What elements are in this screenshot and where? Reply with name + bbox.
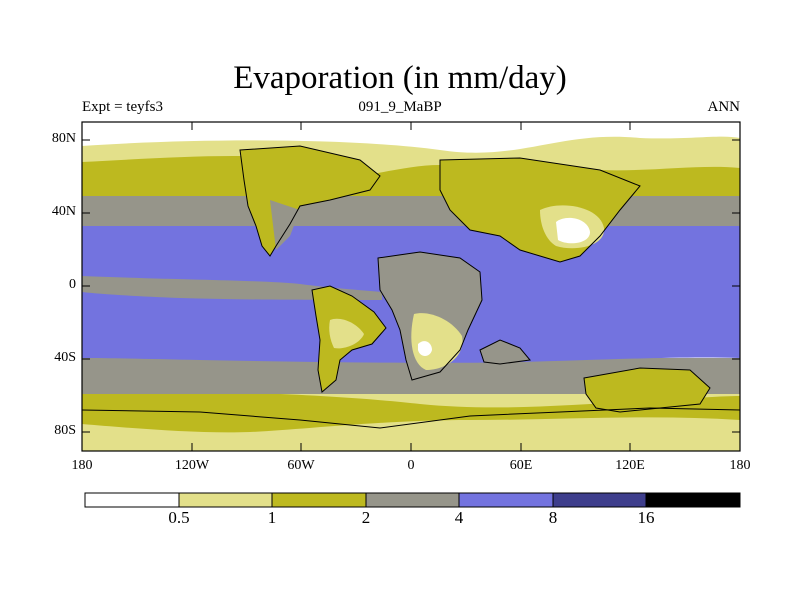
colorbar-swatch-6 bbox=[552, 492, 647, 508]
period-label: 091_9_MaBP bbox=[358, 99, 442, 115]
contour-equatorial-stripe bbox=[82, 276, 382, 300]
lat-tick-label: 80S bbox=[54, 423, 76, 438]
experiment-label: Expt = teyfs3 bbox=[82, 99, 163, 115]
continent-na-interior bbox=[270, 200, 300, 250]
season-label: ANN bbox=[707, 99, 741, 115]
lat-tick-label: 40S bbox=[54, 350, 76, 365]
colorbar-swatch-2 bbox=[178, 492, 273, 508]
contour-fill bbox=[82, 122, 740, 451]
lat-tick-label: 40N bbox=[51, 204, 76, 219]
continent-tibet-white bbox=[556, 217, 590, 244]
contour-band-south-olive bbox=[82, 390, 740, 433]
lon-tick-label: 180 bbox=[71, 458, 93, 473]
lat-tick-label: 0 bbox=[69, 277, 76, 292]
continent-sa-light bbox=[329, 318, 364, 349]
lon-tick-label: 60W bbox=[287, 458, 315, 473]
colorbar-label: 0.5 bbox=[168, 508, 190, 527]
colorbar-label: 1 bbox=[267, 508, 277, 527]
map-title: Evaporation (in mm/day) bbox=[233, 60, 567, 96]
colorbar-swatch-3 bbox=[271, 492, 367, 508]
continent-australia bbox=[584, 368, 710, 412]
lon-tick-label: 120E bbox=[615, 458, 645, 473]
colorbar-swatch-5 bbox=[458, 492, 554, 508]
continent-africa-south-white bbox=[418, 341, 432, 356]
colorbar bbox=[84, 492, 741, 508]
lon-tick-label: 0 bbox=[407, 458, 415, 473]
colorbar-label: 16 bbox=[637, 508, 655, 527]
lat-tick-label: 80N bbox=[51, 131, 76, 146]
tick-marks bbox=[81, 122, 741, 451]
coastlines bbox=[82, 145, 740, 429]
colorbar-label: 2 bbox=[361, 508, 371, 527]
colorbar-swatch-4 bbox=[365, 492, 460, 508]
colorbar-label: 8 bbox=[548, 508, 558, 527]
lon-tick-label: 120W bbox=[174, 458, 210, 473]
colorbar-label: 4 bbox=[454, 508, 464, 527]
continent-india bbox=[480, 340, 530, 364]
lon-tick-label: 180 bbox=[729, 458, 751, 473]
contour-band-north-grey bbox=[82, 196, 740, 226]
lon-tick-label: 60E bbox=[509, 458, 533, 473]
colorbar-swatch-7 bbox=[645, 492, 741, 508]
colorbar-swatch-1 bbox=[84, 492, 180, 508]
